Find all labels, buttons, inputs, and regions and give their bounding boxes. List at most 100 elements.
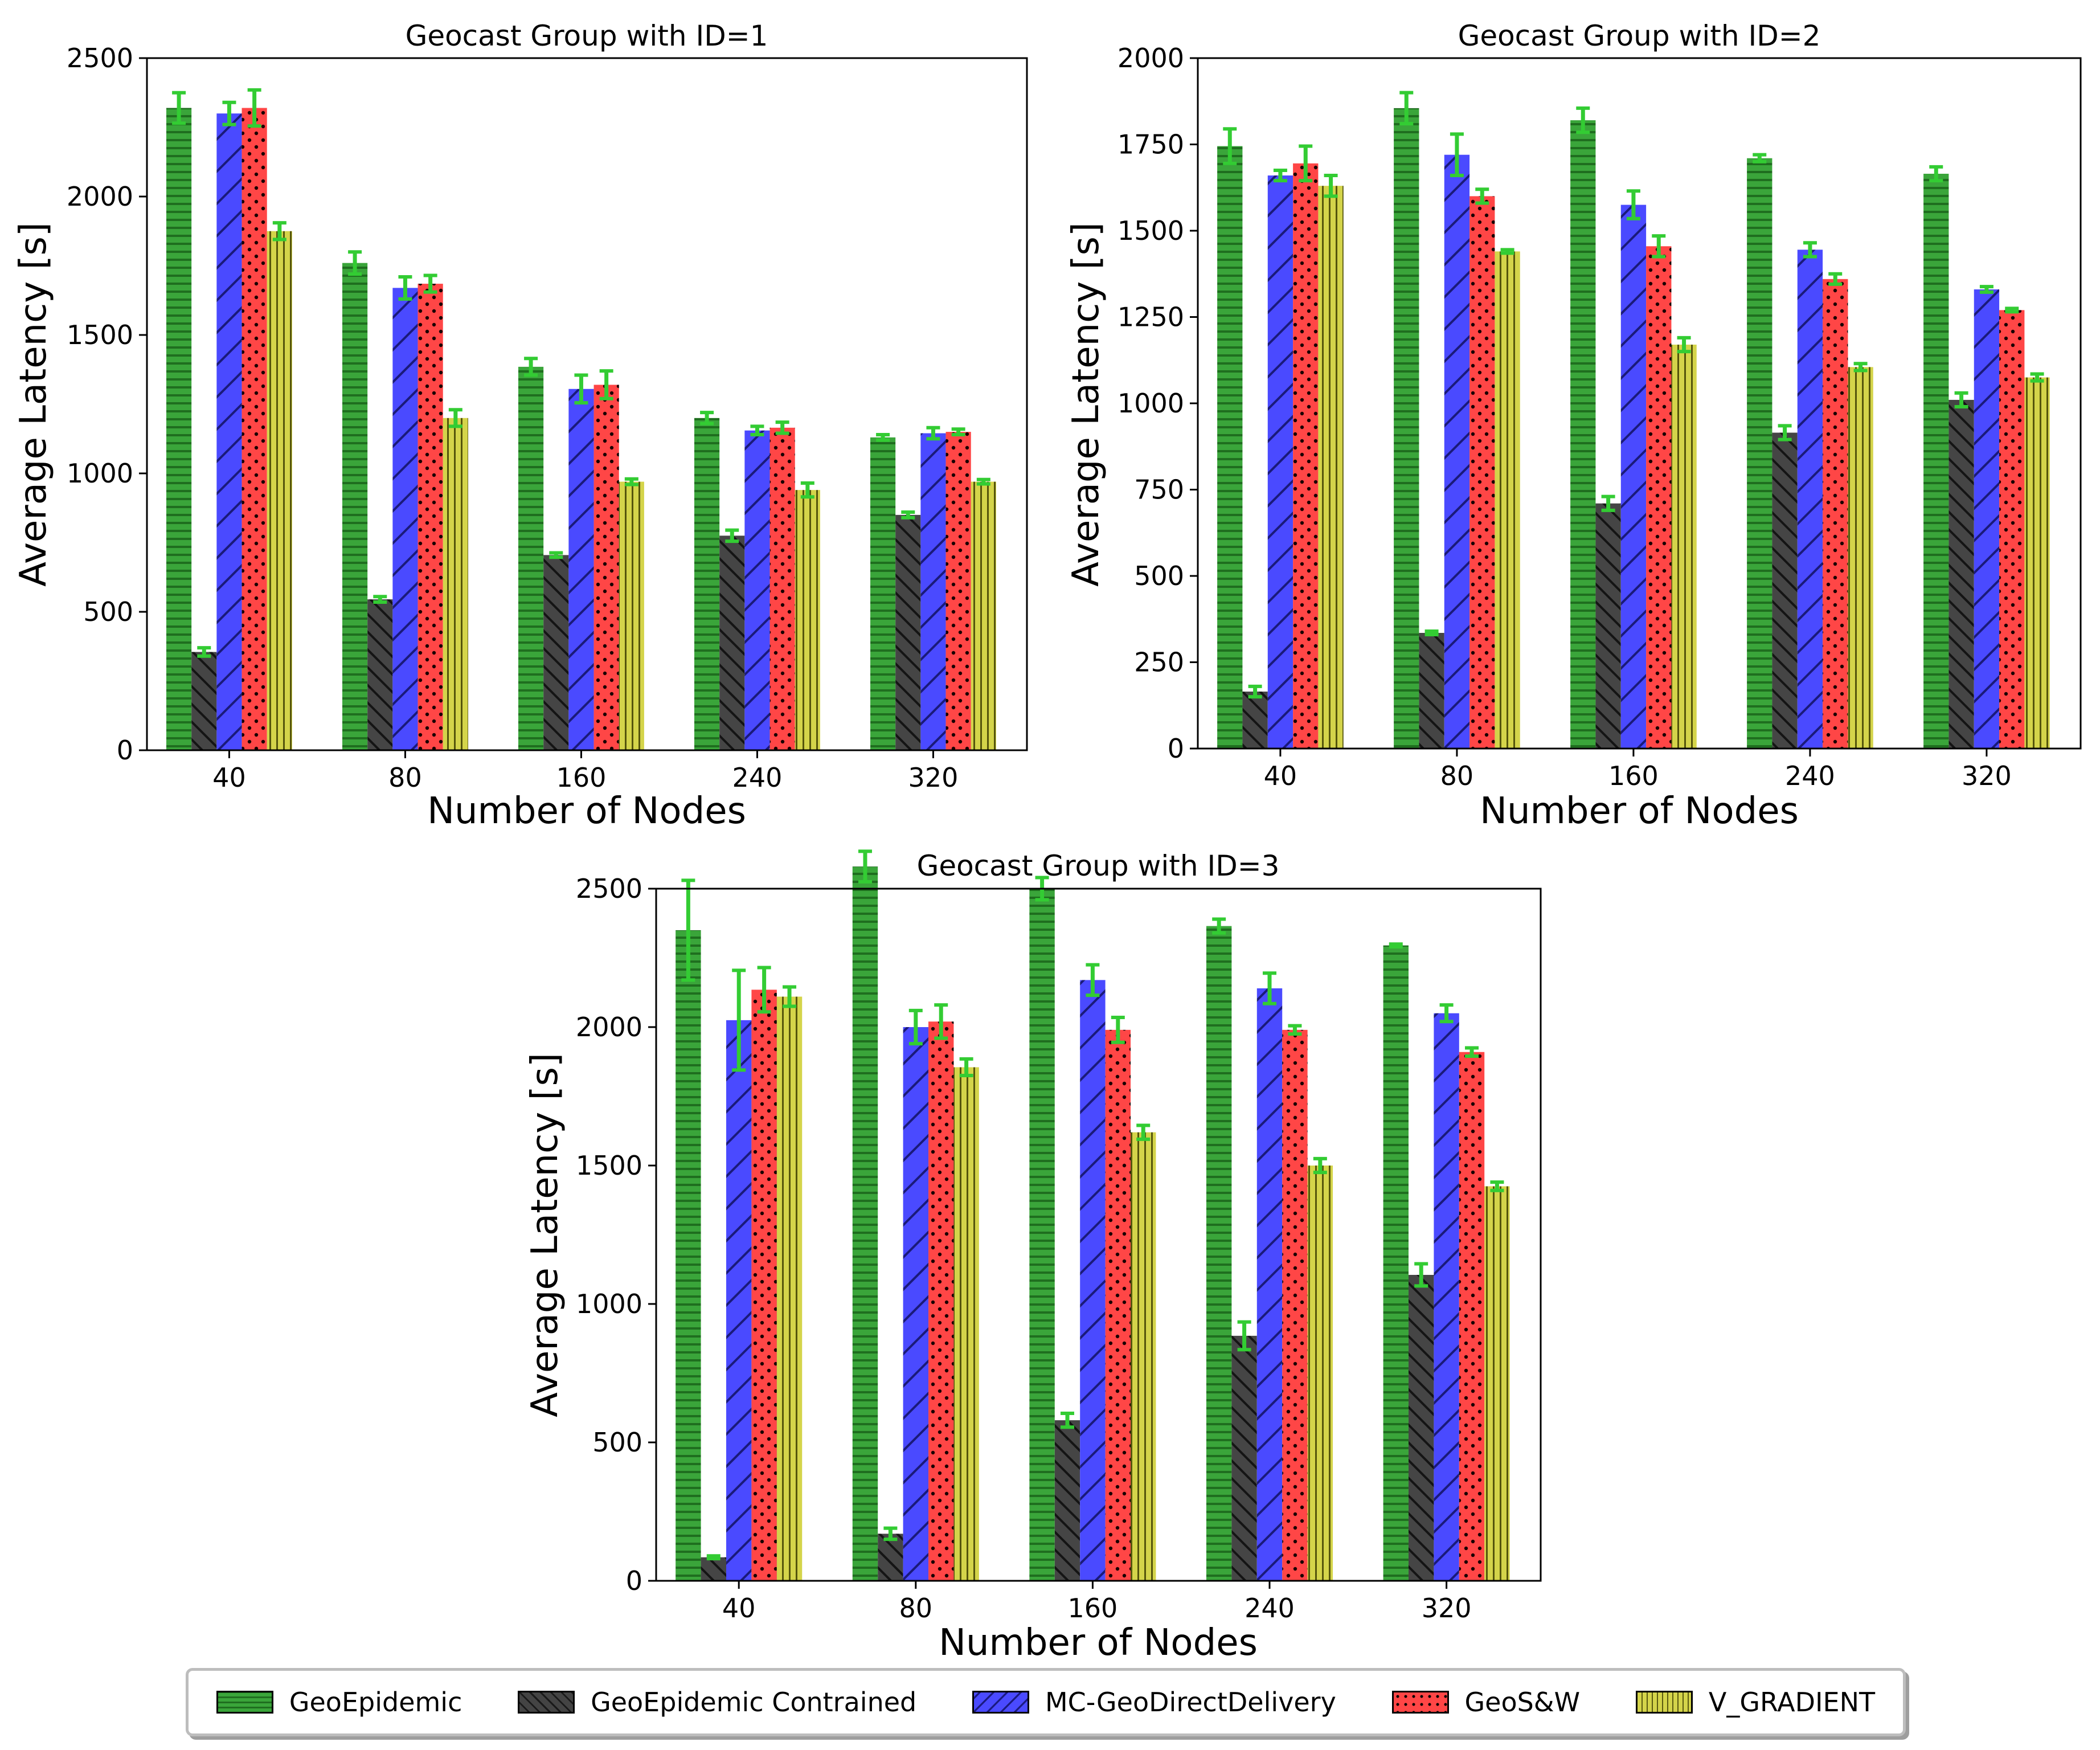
- legend-swatch: [972, 1691, 1029, 1714]
- bar-v-gradient-320: [2024, 377, 2050, 749]
- panel-2-title: Geocast Group with ID=2: [1458, 19, 1821, 52]
- bar-mc-geodirectdelivery-40: [1267, 175, 1293, 749]
- bar-geos-w-320: [1999, 310, 2025, 749]
- panel-2: Geocast Group with ID=2 0 250 500 750 1000 12…: [1065, 19, 2082, 832]
- bar-geoepidemic-80: [1394, 108, 1419, 749]
- x-tick-label: 80: [1440, 760, 1474, 791]
- bar-geos-w-80: [1469, 196, 1495, 749]
- bar-v-gradient-320: [1484, 1186, 1510, 1581]
- legend-label: GeoEpidemic Contrained: [591, 1687, 917, 1718]
- bar-mc-geodirectdelivery-80: [903, 1027, 929, 1581]
- x-tick-label: 320: [1422, 1593, 1472, 1624]
- bar-v-gradient-240: [1848, 367, 1873, 749]
- bar-geoepidemic-320: [1923, 174, 1949, 749]
- bar-mc-geodirectdelivery-80: [392, 288, 418, 750]
- panel-3-frame: [655, 888, 1542, 1582]
- legend-label: GeoEpidemic: [289, 1687, 462, 1718]
- bar-v-gradient-40: [1318, 186, 1344, 749]
- bar-geoepidemic-80: [852, 866, 878, 1581]
- panel-1-title: Geocast Group with ID=1: [406, 19, 768, 52]
- bar-geoepidemic-contrained-320: [1408, 1274, 1434, 1581]
- bar-geoepidemic-contrained-160: [1595, 503, 1621, 749]
- y-tick-label: 500: [592, 1427, 642, 1458]
- panel-1-frame: [146, 57, 1028, 751]
- y-tick-label: 2500: [576, 873, 642, 904]
- bar-geoepidemic-contrained-80: [367, 599, 393, 750]
- bar-geos-w-160: [1105, 1029, 1131, 1581]
- x-tick-label: 80: [388, 762, 422, 793]
- y-tick-label: 2000: [1117, 43, 1184, 73]
- y-tick-label: 1750: [1117, 129, 1184, 160]
- panel-2-plot: 0 250 500 750 1000 1250 1500 1750 2000 40 80 160 240…: [1117, 43, 2050, 791]
- legend-item-mc-geodirectdelivery: MC-GeoDirectDelivery: [972, 1687, 1336, 1718]
- x-tick-label: 160: [1067, 1593, 1117, 1624]
- bar-geos-w-80: [928, 1021, 954, 1581]
- x-tick-label: 320: [1962, 760, 2012, 791]
- panel-3-plot: 0 500 1000 1500 2000 2500 40 80 160 240 320: [576, 849, 1510, 1624]
- bar-mc-geodirectdelivery-320: [1434, 1013, 1459, 1581]
- x-tick-label: 80: [899, 1593, 933, 1624]
- bar-geos-w-40: [241, 108, 267, 751]
- bar-mc-geodirectdelivery-320: [920, 433, 946, 750]
- bar-v-gradient-80: [443, 418, 468, 750]
- bar-v-gradient-40: [267, 231, 292, 750]
- panel-3: Geocast Group with ID=3 0 500 1000 1500 2000…: [524, 849, 1542, 1664]
- x-tick-label: 320: [908, 762, 959, 793]
- bar-mc-geodirectdelivery-240: [744, 430, 770, 750]
- y-tick-label: 1000: [1117, 388, 1184, 419]
- bar-v-gradient-80: [953, 1067, 979, 1581]
- x-tick-label: 40: [1264, 760, 1297, 791]
- bar-geoepidemic-40: [166, 108, 192, 751]
- bar-mc-geodirectdelivery-160: [1080, 980, 1106, 1581]
- bar-geoepidemic-contrained-40: [701, 1557, 726, 1581]
- y-tick-label: 1000: [67, 458, 133, 489]
- bar-mc-geodirectdelivery-40: [216, 113, 242, 751]
- bar-geoepidemic-contrained-160: [543, 555, 569, 750]
- bar-v-gradient-160: [619, 481, 644, 750]
- bar-geos-w-240: [1282, 1029, 1308, 1581]
- panel-2-frame: [1197, 57, 2082, 750]
- bar-geos-w-160: [1646, 246, 1672, 749]
- bar-geoepidemic-160: [1029, 889, 1055, 1581]
- bar-geoepidemic-320: [1383, 945, 1409, 1581]
- bar-v-gradient-240: [1307, 1166, 1333, 1581]
- panel-1-xlabel: Number of Nodes: [427, 790, 746, 832]
- bar-geoepidemic-contrained-160: [1054, 1420, 1080, 1581]
- bar-geoepidemic-contrained-40: [191, 652, 217, 750]
- y-tick-label: 0: [117, 735, 133, 766]
- bar-mc-geodirectdelivery-160: [1620, 205, 1647, 749]
- bar-geoepidemic-40: [1217, 146, 1243, 749]
- bar-v-gradient-320: [971, 481, 996, 750]
- y-tick-label: 0: [1168, 733, 1184, 764]
- bar-geoepidemic-240: [1747, 158, 1772, 749]
- legend: GeoEpidemic GeoEpidemic Contrained MC-Ge…: [186, 1668, 1906, 1736]
- bar-v-gradient-160: [1131, 1132, 1156, 1581]
- y-tick-label: 1250: [1117, 302, 1184, 333]
- bar-geoepidemic-240: [1206, 926, 1232, 1581]
- panel-1-plot: 0 500 1000 1500 2000 2500 40 80 160 240 320: [67, 43, 996, 793]
- panel-2-ylabel: Average Latency [s]: [1065, 222, 1107, 587]
- y-tick-label: 750: [1134, 475, 1184, 505]
- panel-3-ylabel: Average Latency [s]: [524, 1053, 566, 1417]
- panel-3-title: Geocast Group with ID=3: [917, 849, 1280, 882]
- bar-geoepidemic-contrained-240: [719, 535, 745, 750]
- y-tick-label: 0: [626, 1565, 642, 1596]
- bar-geos-w-320: [945, 432, 971, 750]
- y-tick-label: 250: [1134, 647, 1184, 678]
- legend-swatch: [518, 1691, 575, 1714]
- x-tick-label: 160: [1608, 760, 1659, 791]
- y-tick-label: 500: [83, 596, 133, 627]
- x-tick-label: 40: [722, 1593, 756, 1624]
- bar-geos-w-240: [1823, 279, 1848, 749]
- bar-geos-w-320: [1459, 1052, 1485, 1581]
- y-tick-label: 1500: [67, 320, 133, 350]
- legend-label: MC-GeoDirectDelivery: [1045, 1687, 1336, 1718]
- y-tick-label: 500: [1134, 561, 1184, 591]
- bar-geoepidemic-160: [1570, 120, 1596, 749]
- panel-3-xlabel: Number of Nodes: [939, 1622, 1258, 1664]
- legend-item-geoepidemic: GeoEpidemic: [216, 1687, 462, 1718]
- bar-geos-w-240: [769, 427, 795, 750]
- y-tick-label: 2000: [67, 181, 133, 212]
- bar-v-gradient-80: [1495, 251, 1520, 749]
